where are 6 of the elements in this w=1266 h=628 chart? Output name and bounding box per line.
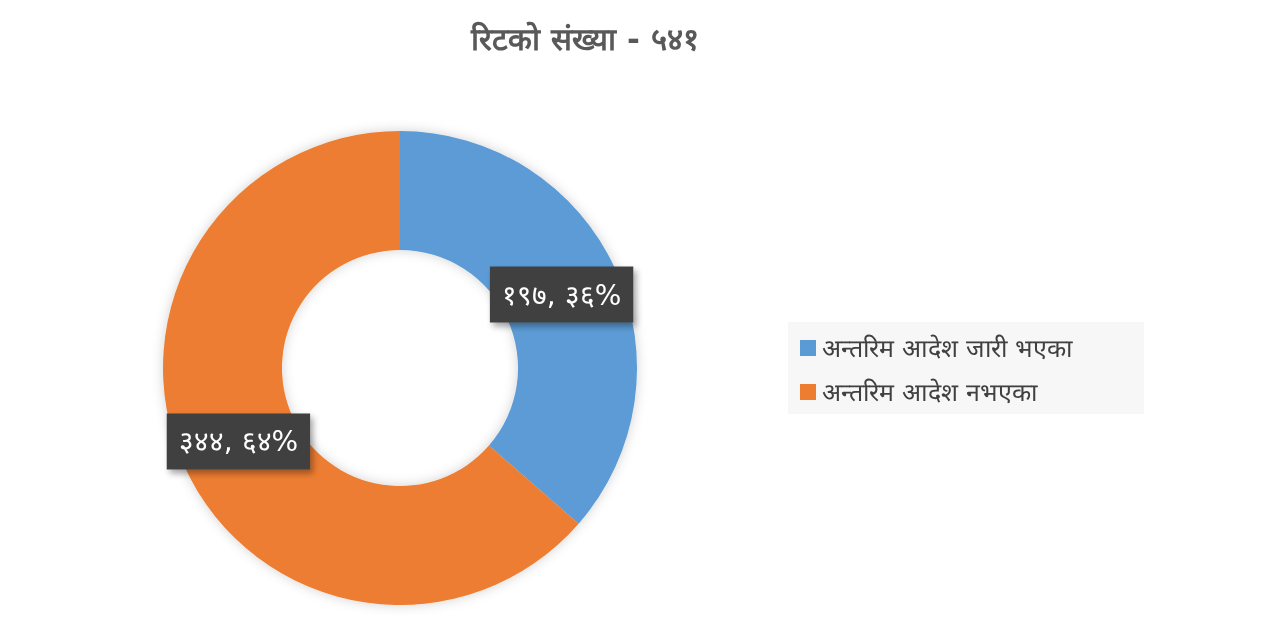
title: रिटको संख्या - ५४१ bbox=[471, 21, 699, 57]
data-label: ३४४, ६४% bbox=[178, 425, 299, 459]
legend: अन्तरिम आदेश जारी भएका अन्तरिम आदेश नभएका bbox=[788, 322, 1144, 414]
data-label: १९७, ३६% bbox=[501, 278, 622, 312]
legend-label: अन्तरिम आदेश जारी भएका bbox=[822, 334, 1073, 363]
legend-label: अन्तरिम आदेश नभएका bbox=[822, 378, 1038, 407]
